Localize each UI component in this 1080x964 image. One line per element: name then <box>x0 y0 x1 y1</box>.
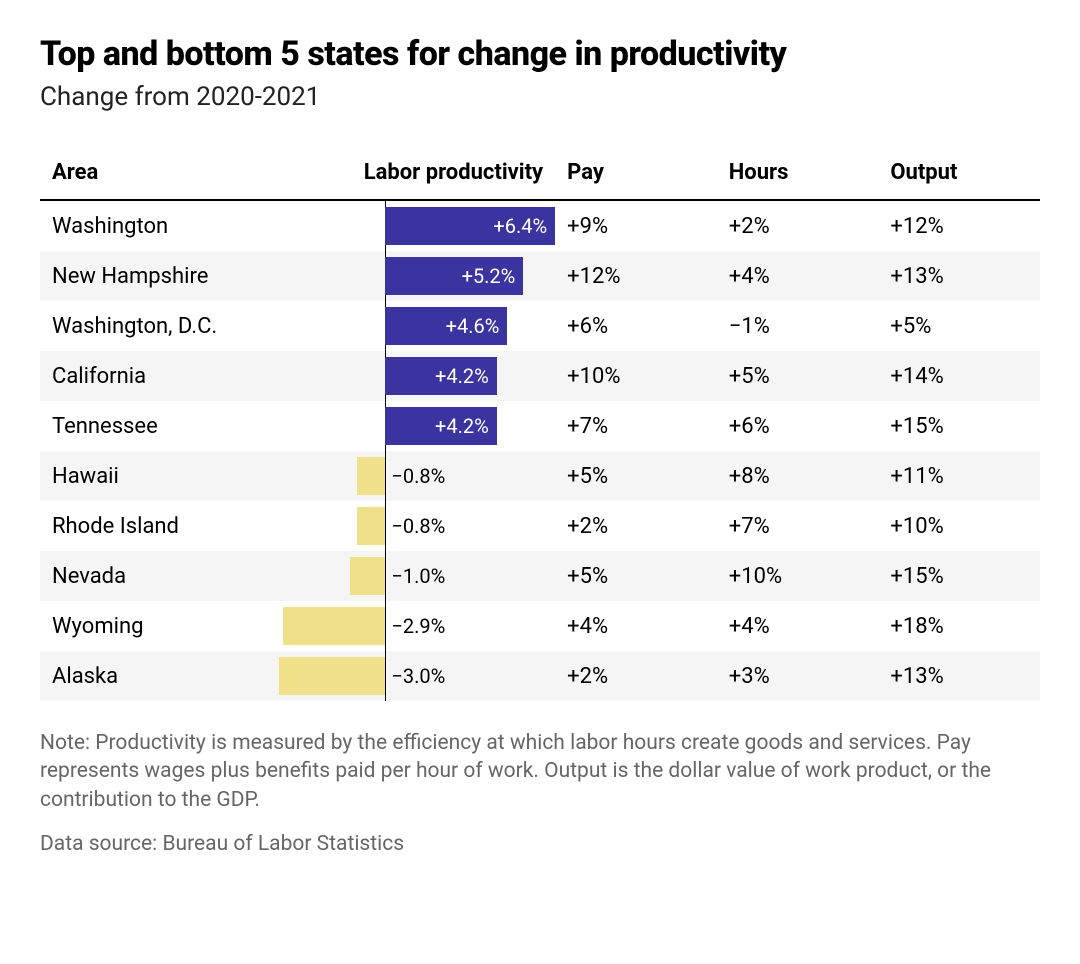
cell-area: California <box>40 351 272 401</box>
cell-area: Tennessee <box>40 401 272 451</box>
cell-productivity-bar: −0.8% <box>272 451 555 501</box>
data-source: Data source: Bureau of Labor Statistics <box>40 832 1040 856</box>
cell-area: Rhode Island <box>40 501 272 551</box>
table-row: Alaska −3.0% +2%+3%+13% <box>40 651 1040 701</box>
cell-pay: +7% <box>555 401 717 451</box>
cell-output: +14% <box>878 351 1040 401</box>
cell-productivity-bar: −3.0% <box>272 651 555 701</box>
cell-area: Alaska <box>40 651 272 701</box>
cell-hours: −1% <box>717 301 879 351</box>
col-header-pay: Pay <box>555 150 717 200</box>
cell-pay: +9% <box>555 200 717 251</box>
cell-pay: +5% <box>555 451 717 501</box>
cell-productivity-bar: +4.2% <box>272 351 555 401</box>
cell-output: +13% <box>878 651 1040 701</box>
productivity-bar-label: +4.2% <box>385 351 496 401</box>
cell-output: +15% <box>878 551 1040 601</box>
productivity-bar <box>357 457 385 495</box>
productivity-bar-label: +4.2% <box>385 401 496 451</box>
figure: Top and bottom 5 states for change in pr… <box>0 0 1080 964</box>
cell-pay: +2% <box>555 651 717 701</box>
productivity-table: Area Labor productivity Pay Hours Output… <box>40 150 1040 701</box>
cell-hours: +7% <box>717 501 879 551</box>
cell-productivity-bar: −1.0% <box>272 551 555 601</box>
productivity-bar-label: −0.8% <box>385 501 445 551</box>
cell-hours: +5% <box>717 351 879 401</box>
cell-output: +5% <box>878 301 1040 351</box>
cell-area: New Hampshire <box>40 251 272 301</box>
cell-area: Nevada <box>40 551 272 601</box>
productivity-bar-label: −3.0% <box>385 651 445 701</box>
cell-productivity-bar: +4.6% <box>272 301 555 351</box>
productivity-bar-label: −1.0% <box>385 551 445 601</box>
cell-productivity-bar: −2.9% <box>272 601 555 651</box>
cell-productivity-bar: +5.2% <box>272 251 555 301</box>
table-row: Nevada −1.0% +5%+10%+15% <box>40 551 1040 601</box>
cell-productivity-bar: +6.4% <box>272 200 555 251</box>
cell-hours: +2% <box>717 200 879 251</box>
footnote: Note: Productivity is measured by the ef… <box>40 729 1040 814</box>
cell-output: +18% <box>878 601 1040 651</box>
productivity-bar <box>357 507 385 545</box>
productivity-bar-label: −0.8% <box>385 451 445 501</box>
cell-hours: +8% <box>717 451 879 501</box>
col-header-area: Area <box>40 150 272 200</box>
cell-output: +13% <box>878 251 1040 301</box>
cell-pay: +2% <box>555 501 717 551</box>
cell-pay: +4% <box>555 601 717 651</box>
cell-hours: +4% <box>717 251 879 301</box>
cell-area: Wyoming <box>40 601 272 651</box>
cell-pay: +12% <box>555 251 717 301</box>
cell-area: Washington, D.C. <box>40 301 272 351</box>
cell-productivity-bar: −0.8% <box>272 501 555 551</box>
cell-pay: +10% <box>555 351 717 401</box>
table-row: Rhode Island −0.8% +2%+7%+10% <box>40 501 1040 551</box>
cell-pay: +6% <box>555 301 717 351</box>
productivity-bar-label: +6.4% <box>385 201 555 251</box>
table-row: New Hampshire +5.2% +12%+4%+13% <box>40 251 1040 301</box>
table-row: Hawaii −0.8% +5%+8%+11% <box>40 451 1040 501</box>
cell-productivity-bar: +4.2% <box>272 401 555 451</box>
cell-hours: +6% <box>717 401 879 451</box>
cell-output: +11% <box>878 451 1040 501</box>
table-row: Wyoming−2.9%+4%+4%+18% <box>40 601 1040 651</box>
productivity-bar-label: −2.9% <box>385 601 445 651</box>
cell-output: +15% <box>878 401 1040 451</box>
productivity-bar <box>279 657 385 695</box>
productivity-bar-label: +5.2% <box>385 251 523 301</box>
cell-output: +12% <box>878 200 1040 251</box>
col-header-output: Output <box>878 150 1040 200</box>
chart-title: Top and bottom 5 states for change in pr… <box>40 34 1040 74</box>
productivity-bar <box>350 557 385 595</box>
table-row: Tennessee +4.2% +7%+6%+15% <box>40 401 1040 451</box>
cell-hours: +10% <box>717 551 879 601</box>
table-row: California +4.2% +10%+5%+14% <box>40 351 1040 401</box>
productivity-bar-label: +4.6% <box>385 301 507 351</box>
table-row: Washington, D.C. +4.6% +6%−1%+5% <box>40 301 1040 351</box>
cell-hours: +3% <box>717 651 879 701</box>
cell-area: Washington <box>40 200 272 251</box>
cell-output: +10% <box>878 501 1040 551</box>
col-header-productivity: Labor productivity <box>272 150 555 200</box>
productivity-bar <box>283 607 386 645</box>
table-header-row: Area Labor productivity Pay Hours Output <box>40 150 1040 200</box>
cell-pay: +5% <box>555 551 717 601</box>
table-row: Washington +6.4%+9%+2%+12% <box>40 200 1040 251</box>
cell-area: Hawaii <box>40 451 272 501</box>
cell-hours: +4% <box>717 601 879 651</box>
col-header-hours: Hours <box>717 150 879 200</box>
chart-subtitle: Change from 2020-2021 <box>40 82 1040 112</box>
